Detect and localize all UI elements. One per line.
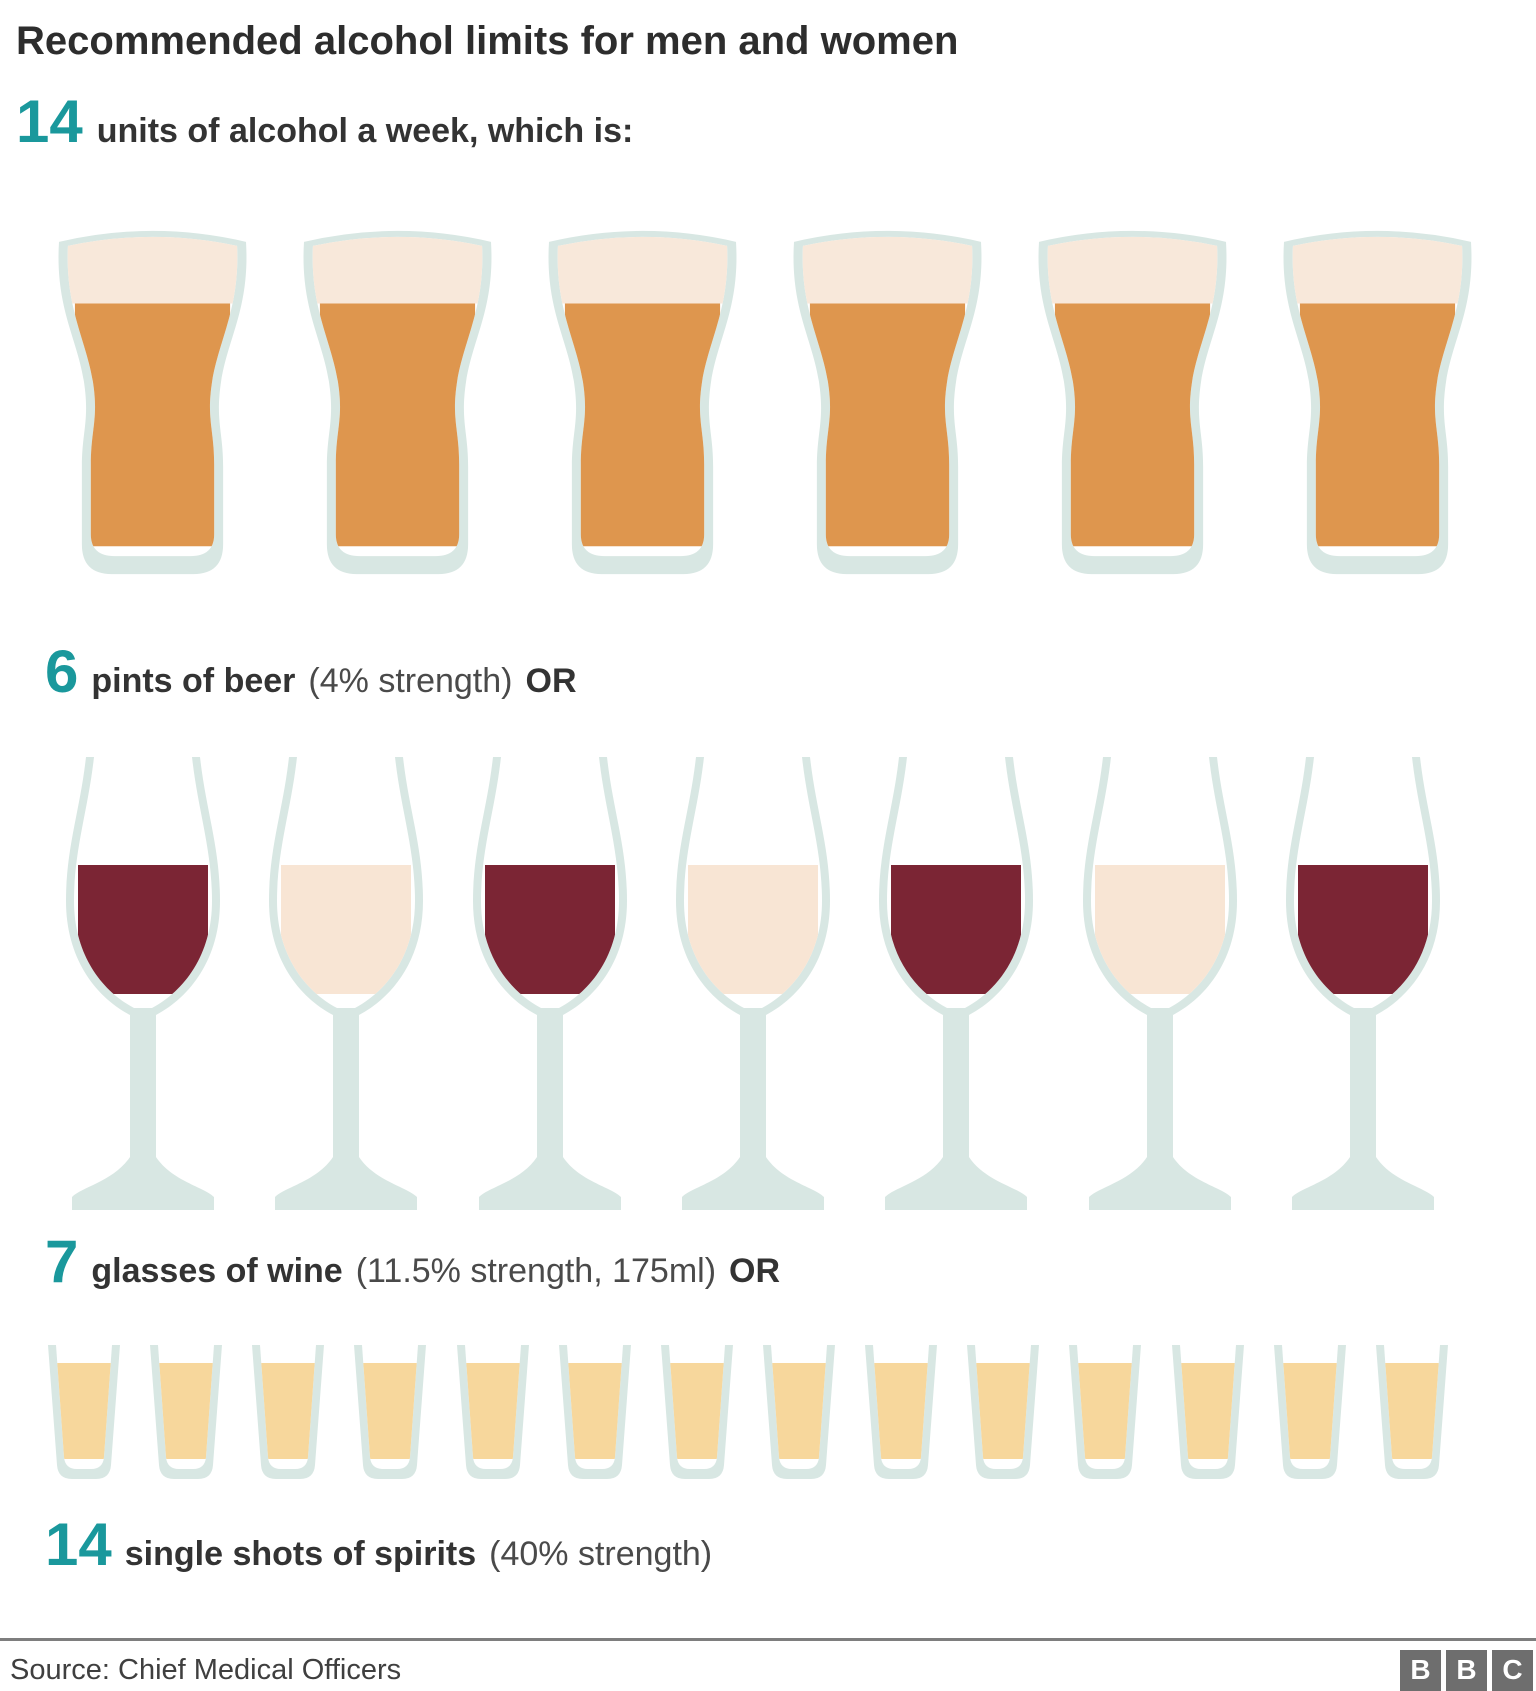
wine-glass-row [58,751,1448,1216]
shot-glass-icon [865,1345,938,1479]
bbc-logo-block: B [1400,1649,1441,1691]
wine-fill [78,865,208,994]
pint-glass-icon [303,230,492,575]
shot-glass-row [45,1343,1451,1481]
wine-fill [891,865,1022,994]
beer-fill [809,303,966,547]
beer-foam [557,236,728,304]
wine-glass-icon-white [1082,757,1237,1210]
wine-fill [1094,865,1225,994]
beer-fill [1299,303,1456,547]
wine-label: glasses of wine [91,1252,343,1290]
beer-foam [1047,236,1218,304]
bbc-logo-block: C [1492,1649,1533,1691]
beer-fill [564,303,721,547]
beer-or: OR [525,662,577,700]
beer-caption: 6 pints of beer (4% strength) OR [45,642,1536,713]
wine-glass-icon-red [472,757,627,1210]
spirit-fill [1383,1363,1440,1459]
beer-label: pints of beer [91,662,296,700]
spirit-fill [1179,1363,1236,1459]
wine-strength: (11.5% strength, 175ml) [355,1252,717,1290]
shot-glass-icon [354,1345,427,1479]
shot-glass-icon [1273,1345,1346,1479]
spirit-fill [362,1363,419,1459]
shot-glass-icon [1375,1345,1448,1479]
spirits-strength: (40% strength) [489,1535,713,1573]
wine-fill [687,865,818,994]
shot-glass-icon [252,1345,325,1479]
spirit-fill [1281,1363,1338,1459]
spirits-label: single shots of spirits [124,1535,477,1573]
footer: Source: Chief Medical Officers B B C [0,1649,1536,1691]
shot-glass-icon [558,1345,631,1479]
shot-glass-icon [1171,1345,1244,1479]
beer-count: 6 [45,638,79,705]
wine-glass-icon-red [1285,757,1440,1210]
beer-fill [319,303,476,547]
bbc-logo-block: B [1446,1649,1487,1691]
page-title: Recommended alcohol limits for men and w… [16,19,959,63]
spirits-count: 14 [45,1511,112,1578]
spirit-fill [158,1363,215,1459]
spirit-fill [873,1363,930,1459]
shot-glass-icon [456,1345,529,1479]
shot-glass-icon [762,1345,835,1479]
beer-glass-row [45,216,1485,590]
wine-glass-icon-red [879,757,1034,1210]
spirit-fill [668,1363,725,1459]
shot-glass-icon [967,1345,1040,1479]
intro-line: 14 units of alcohol a week, which is: [16,92,1536,164]
wine-count: 7 [45,1228,79,1295]
wine-or: OR [729,1252,781,1290]
beer-foam [312,236,483,304]
beer-fill [1054,303,1211,547]
beer-fill [74,303,231,547]
spirits-caption: 14 single shots of spirits (40% strength… [45,1515,1536,1586]
bbc-letter: B [1456,1654,1477,1685]
wine-fill [1297,865,1428,994]
spirit-fill [56,1363,112,1459]
shot-glass-icon [660,1345,733,1479]
pint-glass-icon [793,230,982,575]
wine-glass-icon-red [66,757,220,1210]
wine-glass-icon-white [269,757,424,1210]
spirit-fill [975,1363,1032,1459]
beer-strength: (4% strength) [308,662,513,700]
pint-glass-icon [58,230,247,575]
beer-foam [802,236,973,304]
shot-glass-icon [48,1345,120,1479]
spirit-fill [566,1363,623,1459]
intro-label: units of alcohol a week, which is: [96,112,634,150]
shot-glass-icon [1069,1345,1142,1479]
footer-divider [0,1638,1536,1641]
source-text: Source: Chief Medical Officers [10,1653,402,1686]
bbc-logo: B B C [1400,1649,1533,1691]
spirit-fill [464,1363,521,1459]
bbc-letter: B [1410,1654,1431,1685]
spirit-fill [770,1363,827,1459]
wine-caption: 7 glasses of wine (11.5% strength, 175ml… [45,1232,1536,1303]
shot-glass-icon [150,1345,223,1479]
units-number: 14 [16,88,83,155]
beer-foam [1292,236,1463,304]
pint-glass-icon [548,230,737,575]
spirit-fill [260,1363,317,1459]
beer-foam [67,236,238,304]
pint-glass-icon [1038,230,1227,575]
wine-glass-icon-white [675,757,830,1210]
bbc-letter: C [1502,1654,1523,1685]
spirit-fill [1077,1363,1134,1459]
wine-fill [281,865,412,994]
pint-glass-icon [1283,230,1472,575]
wine-fill [484,865,615,994]
